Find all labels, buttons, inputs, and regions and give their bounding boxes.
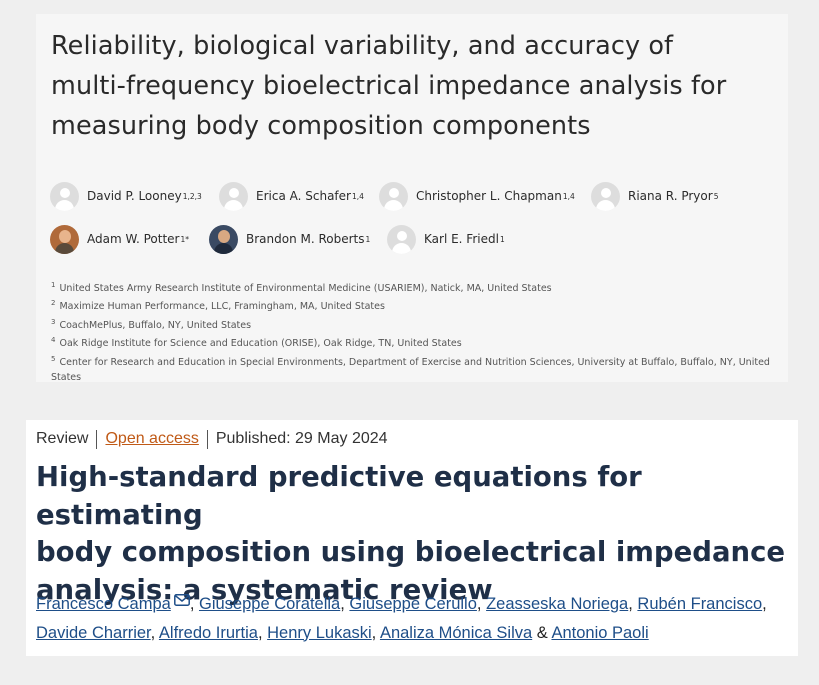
title-line: multi-frequency bioelectrical impedance … (51, 71, 727, 101)
affiliation-number: 5 (51, 354, 56, 363)
article-1-title: Reliability, biological variability, and… (51, 26, 791, 146)
author-separator: , (257, 623, 268, 642)
author-affiliation-sup: 1,4 (351, 191, 364, 201)
title-line: High-standard predictive equations for e… (36, 461, 642, 531)
author-name: Brandon M. Roberts (246, 232, 365, 246)
affiliation-item: 1 United States Army Research Institute o… (51, 278, 771, 296)
article-2-title: High-standard predictive equations for e… (36, 459, 796, 609)
open-access-link[interactable]: Open access (105, 430, 199, 447)
affiliation-text: Center for Research and Education in Spe… (51, 356, 770, 384)
author-link[interactable]: Antonio Paoli (551, 623, 649, 642)
author-link[interactable]: Alfredo Irurtia (158, 623, 258, 642)
author-affiliation-sup: 5 (713, 191, 719, 201)
meta-divider (96, 429, 98, 449)
article-meta: Review Open access Published: 29 May 202… (36, 429, 388, 449)
affiliation-number: 2 (51, 299, 56, 308)
author-name: Riana R. Pryor (628, 189, 713, 203)
title-line: body composition using bioelectrical imp… (36, 536, 786, 568)
author-link[interactable]: Giuseppe Coratella (198, 595, 341, 613)
placeholder-avatar-icon (50, 181, 79, 211)
article-type: Review (36, 430, 89, 447)
author-looney[interactable]: David P. Looney 1,2,3 (50, 181, 202, 211)
author-name: Christopher L. Chapman (416, 189, 562, 203)
title-line: analysis: a systematic review (36, 573, 493, 606)
author-affiliation-sup: 1,4 (562, 191, 575, 201)
title-line: measuring body composition components (51, 111, 591, 141)
affiliation-text: Oak Ridge Institute for Science and Educ… (59, 338, 462, 350)
author-link[interactable]: Analiza Mónica Silva (379, 623, 533, 642)
placeholder-avatar-icon (591, 181, 620, 211)
author-link[interactable]: Giuseppe Cerullo (349, 595, 477, 613)
placeholder-avatar-icon (379, 181, 408, 211)
affiliation-text: Maximize Human Performance, LLC, Framing… (59, 301, 385, 313)
author-link[interactable]: Rubén Francisco (637, 595, 763, 613)
author-roberts[interactable]: Brandon M. Roberts 1 (209, 224, 370, 254)
author-affiliation-sup: 1* (180, 234, 189, 244)
placeholder-avatar-icon (219, 181, 248, 211)
author-chapman[interactable]: Christopher L. Chapman 1,4 (379, 181, 575, 211)
title-line: Reliability, biological variability, and… (51, 31, 674, 61)
author-affiliation-sup: 1 (499, 234, 505, 244)
author-separator: , (340, 595, 350, 613)
affiliation-item: 4 Oak Ridge Institute for Science and Edu… (51, 333, 771, 351)
meta-divider (206, 429, 208, 449)
author-separator: , (189, 595, 199, 613)
affiliation-item: 3 CoachMePlus, Buffalo, NY, United States (51, 315, 771, 333)
affiliation-item: 2 Maximize Human Performance, LLC, Framin… (51, 296, 771, 314)
author-link[interactable]: Francesco Campa (36, 595, 171, 613)
author-friedl[interactable]: Karl E. Friedl 1 (387, 224, 505, 254)
mail-icon[interactable] (173, 594, 190, 606)
photo-avatar (50, 224, 79, 254)
published-date: Published: 29 May 2024 (215, 430, 388, 447)
affiliations-list: 1 United States Army Research Institute o… (51, 278, 771, 386)
author-pryor[interactable]: Riana R. Pryor 5 (591, 181, 718, 211)
article-2-card (26, 420, 798, 656)
affiliation-number: 4 (51, 336, 56, 345)
author-name: Karl E. Friedl (424, 232, 499, 246)
article-1-card (36, 14, 788, 382)
author-link[interactable]: Henry Lukaski (267, 623, 372, 642)
author-separator: , (476, 595, 487, 613)
author-separator: , (150, 623, 159, 642)
author-separator: , (762, 595, 767, 613)
affiliation-number: 3 (51, 317, 56, 326)
author-separator: , (371, 623, 380, 642)
affiliation-text: United States Army Research Institute of… (59, 283, 552, 295)
affiliation-number: 1 (51, 281, 56, 289)
photo-avatar (209, 224, 238, 254)
author-name: Erica A. Schafer (256, 189, 351, 203)
author-link[interactable]: Davide Charrier (36, 623, 151, 642)
author-name: David P. Looney (87, 189, 182, 203)
article-2-authors: Francesco Campa, Giuseppe Coratella, Giu… (36, 590, 806, 647)
author-separator: & (532, 623, 552, 642)
author-separator: , (628, 595, 638, 613)
affiliation-item: 5 Center for Research and Education in Sp… (51, 352, 771, 386)
placeholder-avatar-icon (387, 224, 416, 254)
author-potter[interactable]: Adam W. Potter 1* (50, 224, 189, 254)
author-schafer[interactable]: Erica A. Schafer 1,4 (219, 181, 364, 211)
author-affiliation-sup: 1,2,3 (182, 191, 202, 201)
affiliation-text: CoachMePlus, Buffalo, NY, United States (59, 320, 252, 332)
author-affiliation-sup: 1 (365, 234, 371, 244)
author-link[interactable]: Zeasseska Noriega (486, 595, 629, 613)
author-name: Adam W. Potter (87, 232, 180, 246)
